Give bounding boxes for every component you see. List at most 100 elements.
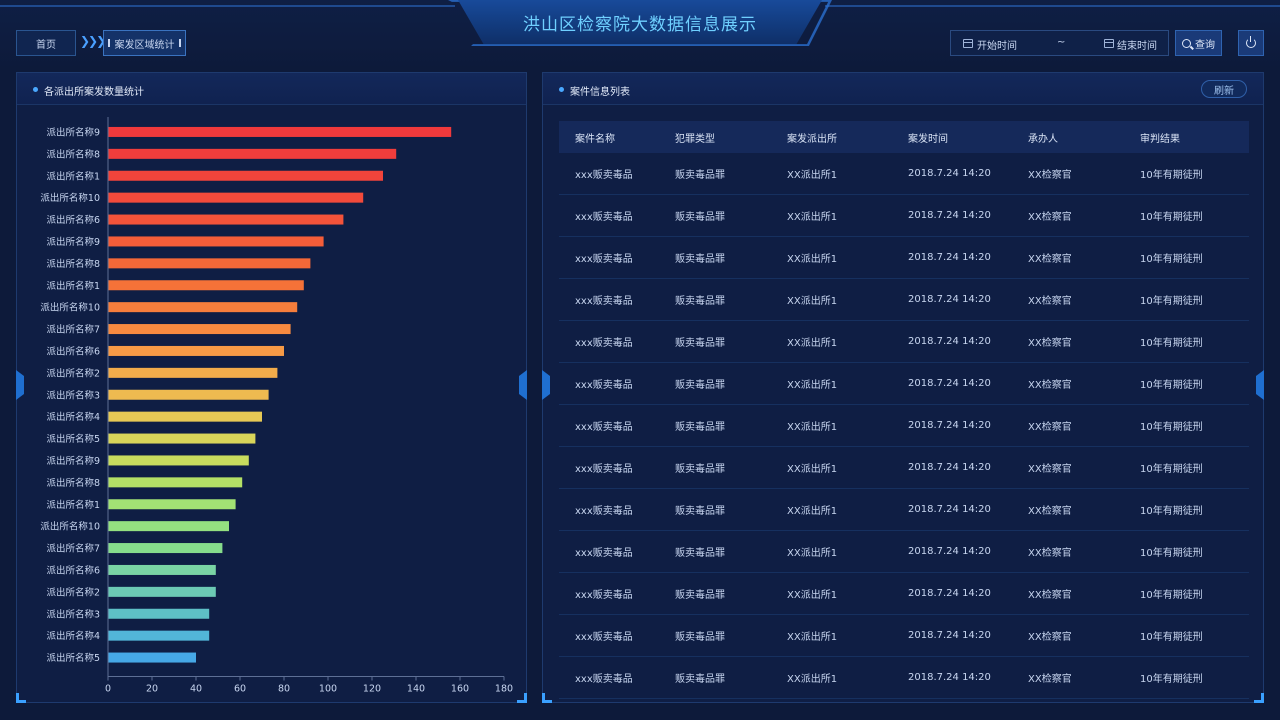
table-cell: 贩卖毒品罪 <box>675 422 725 433</box>
table-cell: 2018.7.24 14:20 <box>908 420 991 431</box>
query-button[interactable]: 查询 <box>1175 30 1222 56</box>
table-row[interactable]: xxx贩卖毒品 贩卖毒品罪 XX派出所1 2018.7.24 14:20 XX检察官 10… <box>559 447 1249 489</box>
date-range-picker[interactable]: 开始时间 ~ 结束时间 <box>950 30 1169 56</box>
table-row[interactable]: xxx贩卖毒品 贩卖毒品罪 XX派出所1 2018.7.24 14:20 XX检察官 10… <box>559 363 1249 405</box>
bar[interactable] <box>108 258 311 269</box>
table-cell: xxx贩卖毒品 <box>575 380 633 391</box>
column-header[interactable]: 审判结果 <box>1140 133 1180 145</box>
bar[interactable] <box>108 214 344 225</box>
top-bar: 洪山区检察院大数据信息展示 首页 ❯❯❯ 案发区域统计 开始时间 ~ 结束时间 … <box>0 0 1280 70</box>
bar[interactable] <box>108 477 243 488</box>
bar[interactable] <box>108 302 298 313</box>
column-header[interactable]: 承办人 <box>1028 133 1058 145</box>
table-cell: 贩卖毒品罪 <box>675 674 725 685</box>
left-panel-right-tab[interactable] <box>519 370 527 400</box>
title-dot-icon <box>559 87 564 92</box>
table-cell: 2018.7.24 14:20 <box>908 252 991 263</box>
breadcrumb-home[interactable]: 首页 <box>16 30 76 56</box>
bar[interactable] <box>108 324 291 335</box>
bar[interactable] <box>108 126 452 137</box>
bar[interactable] <box>108 521 229 532</box>
table-cell: XX派出所1 <box>787 338 838 349</box>
bar[interactable] <box>108 455 249 466</box>
start-date-placeholder[interactable]: 开始时间 <box>977 41 1017 52</box>
table-row[interactable]: xxx贩卖毒品 贩卖毒品罪 XX派出所1 2018.7.24 14:20 XX检察官 10… <box>559 405 1249 447</box>
table-cell: XX检察官 <box>1028 338 1072 349</box>
bar[interactable] <box>108 345 284 356</box>
table-row[interactable]: xxx贩卖毒品 贩卖毒品罪 XX派出所1 2018.7.24 14:20 XX检察官 10… <box>559 573 1249 615</box>
header-line-right <box>825 5 1280 7</box>
bar[interactable] <box>108 389 269 400</box>
y-tick-label: 派出所名称2 <box>46 367 100 379</box>
table-cell: 10年有期徒刑 <box>1140 380 1203 391</box>
bar[interactable] <box>108 367 278 378</box>
bar[interactable] <box>108 543 223 554</box>
bar[interactable] <box>108 608 210 619</box>
y-tick-label: 派出所名称6 <box>46 345 100 357</box>
table-row[interactable]: xxx贩卖毒品 贩卖毒品罪 XX派出所1 2018.7.24 14:20 XX检察官 10… <box>559 321 1249 363</box>
table-row[interactable]: xxx贩卖毒品 贩卖毒品罪 XX派出所1 2018.7.24 14:20 XX检察官 10… <box>559 237 1249 279</box>
table-cell: 2018.7.24 14:20 <box>908 546 991 557</box>
end-date-placeholder[interactable]: 结束时间 <box>1117 41 1157 52</box>
table-cell: XX检察官 <box>1028 632 1072 643</box>
table-cell: XX派出所1 <box>787 632 838 643</box>
page-title: 洪山区检察院大数据信息展示 <box>523 15 757 35</box>
x-tick-label: 140 <box>407 684 425 695</box>
table-row[interactable]: xxx贩卖毒品 贩卖毒品罪 XX派出所1 2018.7.24 14:20 XX检察官 10… <box>559 153 1249 195</box>
column-header[interactable]: 案发派出所 <box>787 133 837 145</box>
x-tick-label: 60 <box>234 684 246 695</box>
table-cell: XX检察官 <box>1028 422 1072 433</box>
column-header[interactable]: 犯罪类型 <box>675 133 715 145</box>
corner-decoration <box>542 693 552 703</box>
right-collapse-tab[interactable] <box>1256 370 1264 400</box>
table-cell: 贩卖毒品罪 <box>675 590 725 601</box>
table-cell: XX检察官 <box>1028 674 1072 685</box>
bar[interactable] <box>108 564 216 575</box>
table-row[interactable]: xxx贩卖毒品 贩卖毒品罪 XX派出所1 2018.7.24 14:20 XX检察官 10… <box>559 195 1249 237</box>
table-cell: XX派出所1 <box>787 548 838 559</box>
bar[interactable] <box>108 433 256 444</box>
title-plate <box>458 0 822 44</box>
bar[interactable] <box>108 586 216 597</box>
bar[interactable] <box>108 652 196 663</box>
power-button[interactable] <box>1238 30 1264 56</box>
table-cell: XX派出所1 <box>787 674 838 685</box>
table-row[interactable]: xxx贩卖毒品 贩卖毒品罪 XX派出所1 2018.7.24 14:20 XX检察官 10… <box>559 279 1249 321</box>
table-cell: XX派出所1 <box>787 506 838 517</box>
y-tick-label: 派出所名称10 <box>40 302 100 314</box>
bar[interactable] <box>108 499 236 510</box>
table-row[interactable]: xxx贩卖毒品 贩卖毒品罪 XX派出所1 2018.7.24 14:20 XX检察官 10… <box>559 657 1249 699</box>
bar[interactable] <box>108 236 324 247</box>
refresh-button[interactable]: 刷新 <box>1201 80 1247 98</box>
case-list-panel: 案件信息列表 刷新 案件名称 犯罪类型 案发派出所 案发时间 承办人 审判结果 … <box>542 72 1264 703</box>
breadcrumb-current[interactable]: 案发区域统计 <box>103 30 186 56</box>
table-cell: 10年有期徒刑 <box>1140 674 1203 685</box>
bar[interactable] <box>108 411 262 422</box>
corner-decoration <box>517 693 527 703</box>
bar[interactable] <box>108 630 210 641</box>
y-tick-label: 派出所名称3 <box>46 389 100 401</box>
column-header[interactable]: 案发时间 <box>908 133 948 145</box>
bar[interactable] <box>108 170 383 181</box>
table-row[interactable]: xxx贩卖毒品 贩卖毒品罪 XX派出所1 2018.7.24 14:20 XX检察官 10… <box>559 489 1249 531</box>
table-cell: 贩卖毒品罪 <box>675 380 725 391</box>
table-cell: XX检察官 <box>1028 506 1072 517</box>
table-cell: xxx贩卖毒品 <box>575 548 633 559</box>
table-cell: XX检察官 <box>1028 170 1072 181</box>
table-cell: XX检察官 <box>1028 590 1072 601</box>
bar[interactable] <box>108 192 364 203</box>
table-row[interactable]: xxx贩卖毒品 贩卖毒品罪 XX派出所1 2018.7.24 14:20 XX检察官 10… <box>559 531 1249 573</box>
bar[interactable] <box>108 148 397 159</box>
corner-decoration <box>1254 693 1264 703</box>
y-tick-label: 派出所名称10 <box>40 192 100 204</box>
table-row[interactable]: xxx贩卖毒品 贩卖毒品罪 XX派出所1 2018.7.24 14:20 XX检察官 10… <box>559 615 1249 657</box>
column-header[interactable]: 案件名称 <box>575 133 615 145</box>
table-cell: XX派出所1 <box>787 590 838 601</box>
table-cell: 10年有期徒刑 <box>1140 506 1203 517</box>
table-cell: 2018.7.24 14:20 <box>908 336 991 347</box>
table-cell: 2018.7.24 14:20 <box>908 504 991 515</box>
table-cell: XX检察官 <box>1028 254 1072 265</box>
query-label: 查询 <box>1195 39 1215 51</box>
bar[interactable] <box>108 280 304 291</box>
case-table: 案件名称 犯罪类型 案发派出所 案发时间 承办人 审判结果 xxx贩卖毒品 贩卖毒… <box>559 121 1249 699</box>
